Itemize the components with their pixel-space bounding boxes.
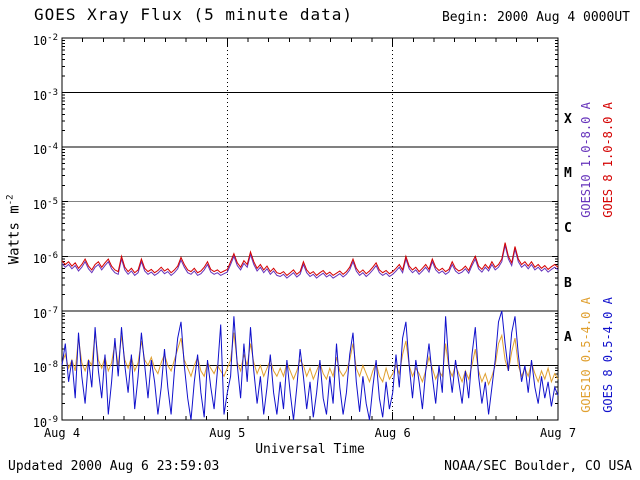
x-tick-label: Aug 5: [209, 426, 246, 440]
x-axis-tick-labels: Aug 4 Aug 5 Aug 6 Aug 7: [0, 426, 640, 442]
begin-label: Begin:: [441, 10, 489, 25]
y-axis-label: Watts m-2: [5, 194, 23, 265]
flux-trace-2: [61, 332, 559, 387]
y-tick-label: 10-2: [32, 33, 58, 48]
flux-trace-3: [61, 310, 559, 421]
y-tick-label: 10-5: [32, 196, 58, 212]
y-axis-tick-labels: 10-2 10-3 10-4 10-5 10-6 10-7 10-8 10-9: [14, 0, 58, 480]
legend-goes10-long: GOES10 1.0-8.0 A: [579, 102, 593, 218]
flare-class-x: X: [564, 111, 572, 127]
legend-goes10-short: GOES10 0.5-4.0 A: [579, 297, 593, 413]
legend-goes8-long: GOES 8 1.0-8.0 A: [601, 102, 615, 218]
flare-class-m: M: [564, 166, 572, 182]
y-tick-label: 10-6: [32, 251, 58, 267]
y-tick-label: 10-7: [32, 305, 58, 321]
x-tick-label: Aug 4: [43, 426, 81, 440]
flare-class-a: A: [564, 330, 572, 346]
begin-value: 2000 Aug 4 0000UT: [496, 10, 630, 25]
plot-border: [61, 37, 559, 421]
chart-title: GOES Xray Flux (5 minute data): [34, 5, 353, 24]
x-tick-label: Aug 6: [374, 426, 411, 440]
flux-trace-1: [61, 242, 559, 277]
updated-timestamp: Updated 2000 Aug 6 23:59:03: [8, 459, 220, 474]
flare-class-b: B: [564, 275, 572, 291]
legend-goes8-short: GOES 8 0.5-4.0 A: [601, 297, 615, 413]
flare-class-c: C: [564, 221, 572, 236]
begin-timestamp: Begin: 2000 Aug 4 0000UT: [442, 10, 630, 25]
y-tick-label: 10-9: [32, 415, 58, 430]
x-tick-label: Aug 7: [539, 426, 577, 440]
y-tick-label: 10-8: [32, 360, 58, 376]
y-tick-label: 10-4: [32, 142, 58, 158]
source-credit: NOAA/SEC Boulder, CO USA: [444, 459, 632, 474]
y-tick-label: 10-3: [32, 87, 58, 103]
x-axis-label: Universal Time: [255, 442, 365, 457]
flux-trace-0: [61, 245, 559, 279]
